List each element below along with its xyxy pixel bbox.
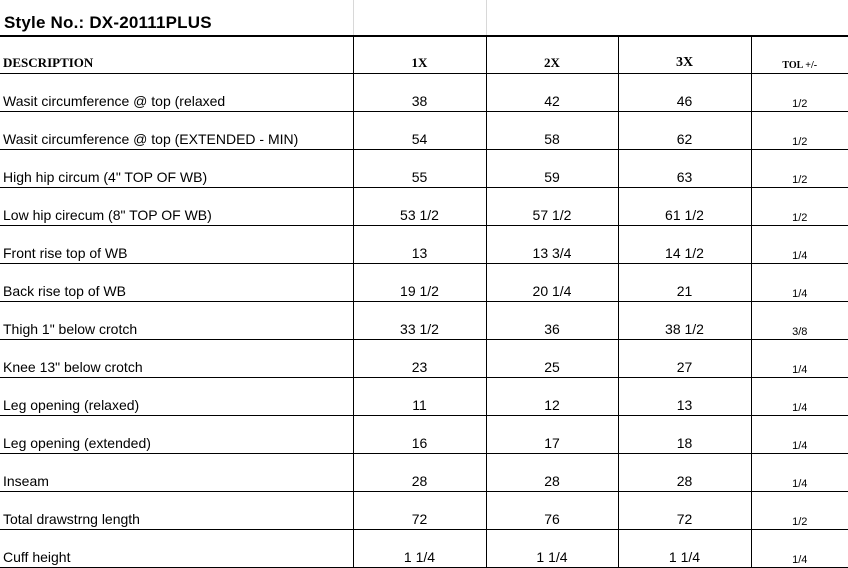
size-1x-cell: 38 [353,73,487,112]
tolerance-cell: 1/4 [751,415,848,454]
description-cell: Back rise top of WB [0,263,354,302]
size-2x-cell: 28 [486,453,619,492]
header-2x: 2X [486,35,619,74]
size-3x-cell: 28 [618,453,752,492]
table-row: Low hip cirecum (8" TOP OF WB) 53 1/2 57 1… [0,187,848,226]
tolerance-cell: 1/4 [751,339,848,378]
size-3x-cell: 63 [618,149,752,188]
size-3x-cell: 1 1/4 [618,529,752,568]
size-3x-cell: 61 1/2 [618,187,752,226]
tolerance-cell: 1/2 [751,491,848,530]
description-cell: Knee 13" below crotch [0,339,354,378]
table-row: Wasit circumference @ top (relaxed 38 42 46… [0,73,848,112]
size-3x-cell: 46 [618,73,752,112]
tolerance-cell: 1/4 [751,529,848,568]
description-cell: Leg opening (extended) [0,415,354,454]
header-3x: 3X [618,35,752,74]
table-row: Wasit circumference @ top (EXTENDED - MI… [0,111,848,150]
description-cell: Cuff height [0,529,354,568]
size-1x-cell: 33 1/2 [353,301,487,340]
size-3x-cell: 38 1/2 [618,301,752,340]
description-cell: Wasit circumference @ top (EXTENDED - MI… [0,111,354,150]
table-row: Inseam 28 28 28 1/4 [0,453,848,492]
size-1x-cell: 72 [353,491,487,530]
table-row: Back rise top of WB 19 1/2 20 1/4 21 1/4 [0,263,848,302]
size-2x-cell: 25 [486,339,619,378]
description-cell: Front rise top of WB [0,225,354,264]
size-2x-cell: 58 [486,111,619,150]
size-1x-cell: 16 [353,415,487,454]
tolerance-cell: 1/4 [751,263,848,302]
tolerance-cell: 1/4 [751,377,848,416]
size-3x-cell: 14 1/2 [618,225,752,264]
size-2x-cell: 57 1/2 [486,187,619,226]
size-1x-cell: 54 [353,111,487,150]
tolerance-cell: 1/2 [751,149,848,188]
size-3x-cell: 21 [618,263,752,302]
description-cell: Inseam [0,453,354,492]
tolerance-cell: 1/2 [751,111,848,150]
size-1x-cell: 28 [353,453,487,492]
size-3x-cell: 72 [618,491,752,530]
size-2x-cell: 1 1/4 [486,529,619,568]
description-cell: Leg opening (relaxed) [0,377,354,416]
table-row: Cuff height 1 1/4 1 1/4 1 1/4 1/4 [0,529,848,568]
tolerance-cell: 1/2 [751,187,848,226]
gridline [486,0,487,35]
size-1x-cell: 11 [353,377,487,416]
size-2x-cell: 76 [486,491,619,530]
style-number-title: Style No.: DX-20111PLUS [4,13,212,32]
size-3x-cell: 13 [618,377,752,416]
description-cell: Low hip cirecum (8" TOP OF WB) [0,187,354,226]
size-3x-cell: 62 [618,111,752,150]
tolerance-cell: 1/2 [751,73,848,112]
description-cell: Total drawstrng length [0,491,354,530]
size-1x-cell: 53 1/2 [353,187,487,226]
size-1x-cell: 55 [353,149,487,188]
size-2x-cell: 36 [486,301,619,340]
size-2x-cell: 20 1/4 [486,263,619,302]
size-2x-cell: 59 [486,149,619,188]
size-2x-cell: 17 [486,415,619,454]
tolerance-cell: 1/4 [751,453,848,492]
tolerance-cell: 3/8 [751,301,848,340]
table-row: Front rise top of WB 13 13 3/4 14 1/2 1/4 [0,225,848,264]
table-row: High hip circum (4" TOP OF WB) 55 59 63 1/2 [0,149,848,188]
size-1x-cell: 13 [353,225,487,264]
tolerance-cell: 1/4 [751,225,848,264]
size-2x-cell: 13 3/4 [486,225,619,264]
size-2x-cell: 42 [486,73,619,112]
table-row: Thigh 1" below crotch 33 1/2 36 38 1/2 3/8 [0,301,848,340]
header-tolerance: TOL +/- [751,35,848,74]
description-cell: Wasit circumference @ top (relaxed [0,73,354,112]
title-row: Style No.: DX-20111PLUS [0,0,848,35]
table-row: Knee 13" below crotch 23 25 27 1/4 [0,339,848,378]
table-row: Total drawstrng length 72 76 72 1/2 [0,491,848,530]
size-3x-cell: 18 [618,415,752,454]
size-1x-cell: 1 1/4 [353,529,487,568]
size-1x-cell: 23 [353,339,487,378]
table-row: Leg opening (extended) 16 17 18 1/4 [0,415,848,454]
description-cell: Thigh 1" below crotch [0,301,354,340]
spec-table: DESCRIPTION 1X 2X 3X TOL +/- Wasit circu… [0,35,848,568]
header-1x: 1X [353,35,487,74]
size-3x-cell: 27 [618,339,752,378]
header-description: DESCRIPTION [0,35,354,74]
size-2x-cell: 12 [486,377,619,416]
gridline [353,0,354,35]
description-cell: High hip circum (4" TOP OF WB) [0,149,354,188]
table-row: Leg opening (relaxed) 11 12 13 1/4 [0,377,848,416]
header-row: DESCRIPTION 1X 2X 3X TOL +/- [0,35,848,74]
size-1x-cell: 19 1/2 [353,263,487,302]
